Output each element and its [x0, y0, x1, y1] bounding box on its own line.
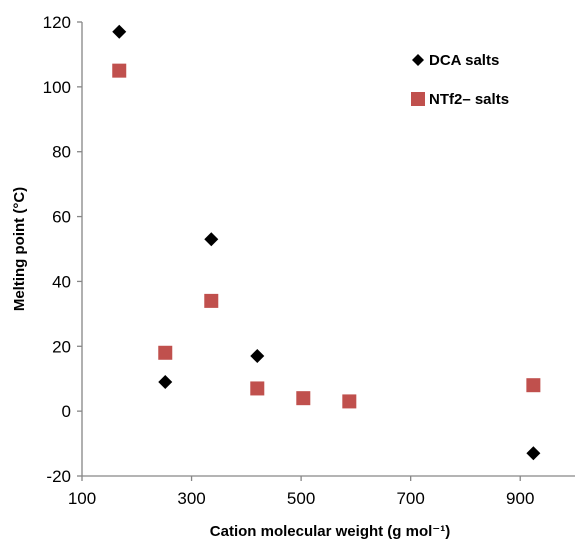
y-tick-label: 60	[52, 208, 71, 227]
data-point	[342, 394, 357, 409]
data-point	[158, 345, 173, 360]
x-axis-ticks: 100 300 500 700 900	[68, 476, 534, 508]
data-point	[112, 24, 127, 39]
series-ntf2-salts	[112, 63, 541, 409]
data-point	[112, 63, 127, 78]
y-tick-label: 120	[43, 13, 71, 32]
y-tick-label: 0	[62, 402, 71, 421]
x-tick-label: 700	[396, 489, 424, 508]
x-tick-label: 900	[506, 489, 534, 508]
data-point	[526, 378, 541, 393]
legend-marker	[411, 92, 425, 106]
data-point	[526, 446, 541, 461]
x-tick-label: 500	[287, 489, 315, 508]
legend: DCA salts NTf2– salts	[411, 52, 509, 108]
y-axis-title: Melting point (°C)	[11, 187, 28, 311]
x-axis-title: Cation molecular weight (g mol⁻¹)	[210, 523, 450, 540]
data-point	[250, 381, 265, 396]
data-point	[250, 349, 265, 364]
x-tick-label: 300	[177, 489, 205, 508]
legend-marker	[412, 54, 424, 66]
y-tick-label: 80	[52, 143, 71, 162]
axes	[81, 22, 575, 477]
data-point	[296, 391, 311, 406]
y-tick-label: 40	[52, 272, 71, 291]
y-tick-label: 100	[43, 78, 71, 97]
y-axis-ticks: -20 0 20 40 60 80 100 120	[43, 13, 82, 486]
data-point	[158, 374, 173, 389]
series-dca-salts	[112, 24, 541, 461]
x-tick-label: 100	[68, 489, 96, 508]
data-point	[204, 293, 219, 308]
legend-label: NTf2– salts	[429, 91, 509, 108]
data-point	[204, 232, 219, 247]
y-tick-label: 20	[52, 337, 71, 356]
y-tick-label: -20	[46, 467, 71, 486]
data-points	[112, 24, 541, 461]
legend-label: DCA salts	[429, 52, 499, 69]
